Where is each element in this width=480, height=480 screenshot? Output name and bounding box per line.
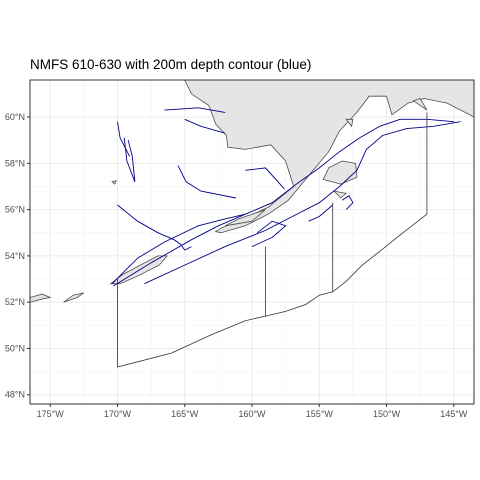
- depth-contour-200m: [164, 107, 226, 113]
- x-tick-label: 145°W: [440, 409, 468, 419]
- depth-contour-200m: [177, 165, 236, 199]
- y-axis: 48°N 50°N 52°N 54°N 56°N 58°N 60°N: [5, 112, 30, 400]
- land-mass: [184, 79, 475, 234]
- depth-contour-200m: [184, 118, 226, 134]
- depth-contour-200m: [308, 204, 333, 222]
- island: [224, 209, 266, 227]
- depth-contour-200m: [113, 118, 454, 287]
- y-tick-label: 54°N: [5, 251, 25, 261]
- depth-contour-200m: [123, 137, 136, 182]
- nmfs-boundary-layer: [117, 112, 428, 368]
- grid-lines: [30, 80, 474, 404]
- depth-contour-200m: [111, 213, 246, 285]
- y-tick-label: 58°N: [5, 158, 25, 168]
- depth-contour-200m: [117, 121, 131, 157]
- x-tick-label: 175°W: [37, 409, 65, 419]
- y-tick-label: 50°N: [5, 343, 25, 353]
- island: [63, 292, 85, 303]
- x-tick-label: 150°W: [373, 409, 401, 419]
- y-tick-label: 52°N: [5, 297, 25, 307]
- x-tick-label: 160°W: [238, 409, 266, 419]
- depth-contour-200m: [144, 121, 461, 285]
- island: [111, 180, 117, 185]
- depth-contour-200m: [117, 204, 192, 251]
- nmfs-area-boundary: [117, 112, 428, 368]
- island: [345, 118, 354, 128]
- x-tick-label: 165°W: [171, 409, 199, 419]
- depth-contour-200m: [341, 195, 354, 210]
- island: [412, 98, 428, 111]
- depth-contour-200m: [245, 167, 285, 190]
- depth-contour-layer: [111, 107, 461, 287]
- y-tick-label: 56°N: [5, 205, 25, 215]
- depth-contour-200m: [251, 220, 287, 248]
- y-tick-label: 60°N: [5, 112, 25, 122]
- y-tick-label: 48°N: [5, 390, 25, 400]
- chart-title: NMFS 610-630 with 200m depth contour (bl…: [30, 57, 312, 72]
- island: [332, 190, 348, 199]
- x-tick-label: 155°W: [306, 409, 334, 419]
- x-tick-label: 170°W: [104, 409, 132, 419]
- x-axis: 175°W 170°W 165°W 160°W 155°W 150°W 145°W: [37, 404, 468, 419]
